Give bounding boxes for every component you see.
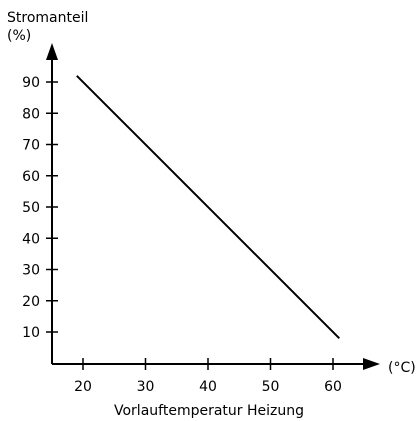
x-tick-label: 20	[74, 379, 92, 395]
x-tick-label: 30	[137, 379, 155, 395]
x-tick-label: 60	[324, 379, 342, 395]
x-axis-arrow	[363, 358, 380, 370]
y-axis-title-line2: (%)	[7, 28, 31, 44]
y-axis-title-line1: Stromanteil	[7, 10, 88, 26]
x-tick-label: 50	[262, 379, 280, 395]
y-tick-label: 80	[22, 106, 40, 122]
x-axis-unit: (°C)	[388, 360, 416, 376]
y-tick-label: 20	[22, 294, 40, 310]
series-group	[76, 75, 341, 340]
y-tick-label: 10	[22, 325, 40, 341]
y-tick-label: 50	[22, 200, 40, 216]
y-axis-arrow	[46, 43, 58, 60]
y-tick-label: 60	[22, 169, 40, 185]
y-tick-label: 30	[22, 263, 40, 279]
y-ticks: 10 20 30 40 50 60 70 80 90	[22, 75, 58, 341]
y-tick-label: 40	[22, 231, 40, 247]
y-tick-label: 90	[22, 75, 40, 91]
x-axis-title: Vorlauftemperatur Heizung	[114, 403, 304, 419]
x-tick-label: 40	[199, 379, 217, 395]
data-line	[76, 75, 341, 340]
x-ticks: 20 30 40 50 60	[74, 358, 342, 395]
y-tick-label: 70	[22, 138, 40, 154]
